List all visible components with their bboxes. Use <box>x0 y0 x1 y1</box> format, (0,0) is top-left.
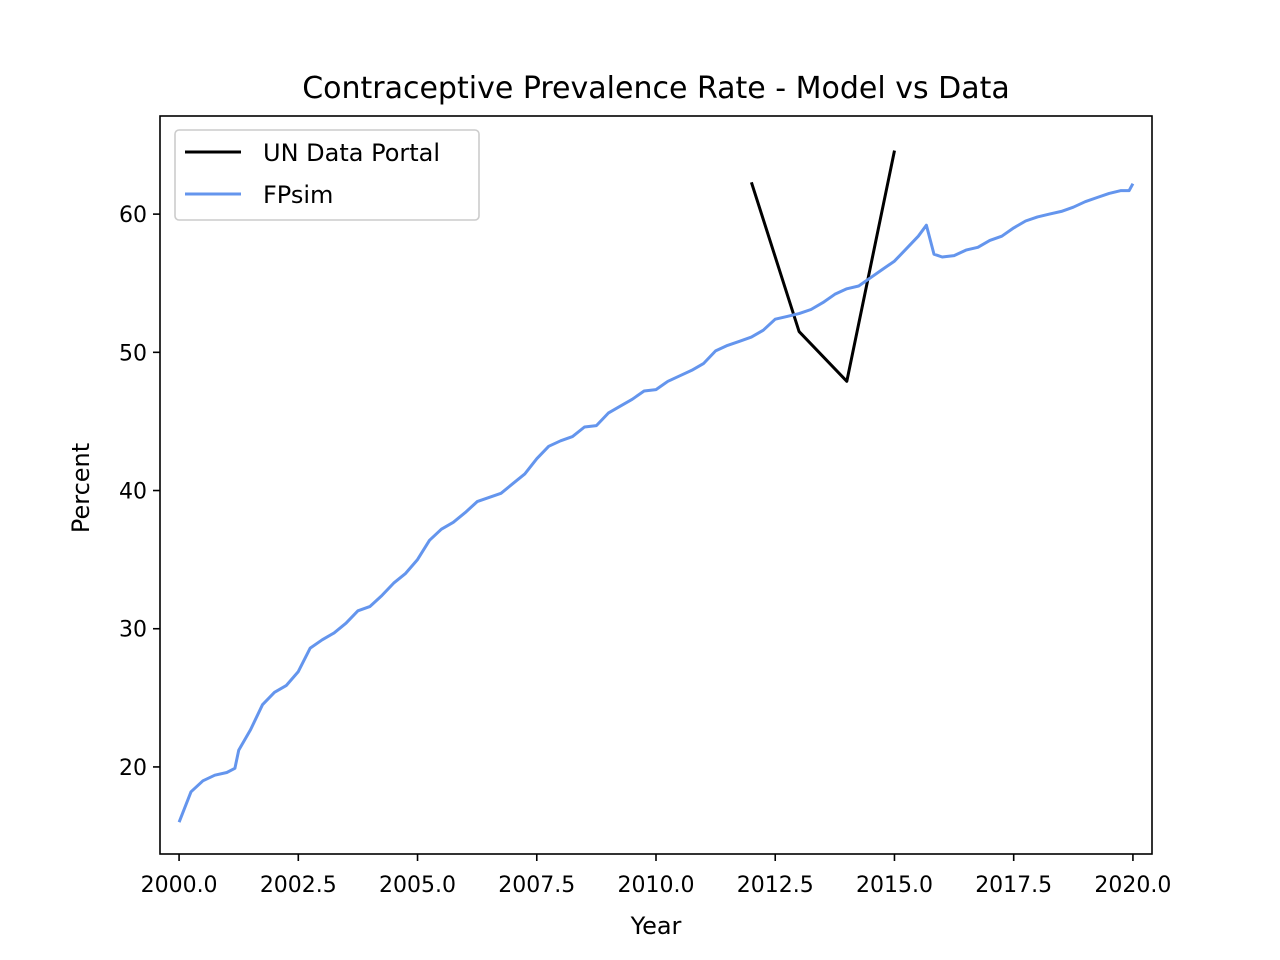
x-tick-label: 2005.0 <box>379 873 456 898</box>
x-tick-label: 2017.5 <box>975 873 1052 898</box>
legend-label-un-data-portal: UN Data Portal <box>263 139 440 167</box>
series-line-fpsim <box>177 182 1135 823</box>
y-axis: 20 30 40 50 60 <box>119 203 160 781</box>
y-axis-label: Percent <box>67 443 95 533</box>
y-tick-label: 20 <box>119 756 147 781</box>
x-tick-label: 2007.5 <box>498 873 575 898</box>
x-tick-label: 2002.5 <box>260 873 337 898</box>
legend: UN Data Portal FPsim <box>174 129 480 221</box>
series-layer <box>177 150 1135 823</box>
legend-box <box>174 129 480 221</box>
x-axis: 2000.0 2002.5 2005.0 2007.5 2010.0 2012.5 2015… <box>141 854 1171 898</box>
x-tick-label: 2012.5 <box>737 873 814 898</box>
x-axis-label: Year <box>630 912 682 940</box>
x-tick-label: 2000.0 <box>141 873 218 898</box>
series-line-un-data-portal <box>749 150 896 383</box>
y-tick-label: 60 <box>119 203 147 228</box>
x-tick-label: 2010.0 <box>618 873 695 898</box>
x-tick-label: 2020.0 <box>1094 873 1171 898</box>
y-tick-label: 30 <box>119 618 147 643</box>
chart-title: Contraceptive Prevalence Rate - Model vs… <box>302 71 1010 106</box>
legend-label-fpsim: FPsim <box>263 181 333 209</box>
y-tick-label: 40 <box>119 480 147 505</box>
x-tick-label: 2015.0 <box>856 873 933 898</box>
y-tick-label: 50 <box>119 341 147 366</box>
